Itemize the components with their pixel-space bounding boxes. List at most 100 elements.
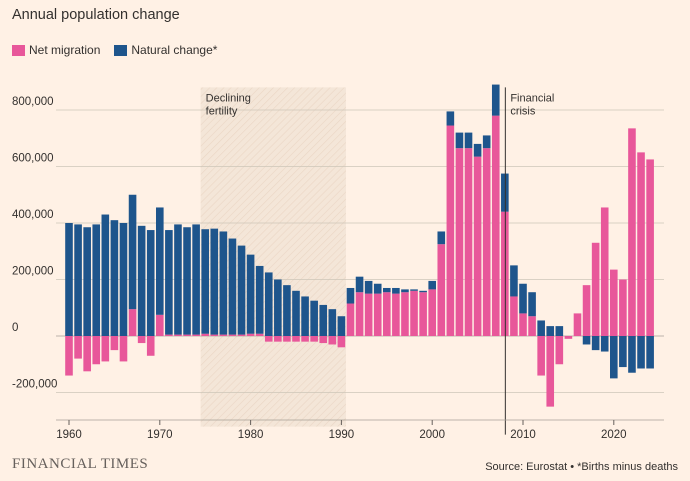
annotation-declining-fertility: Declining bbox=[206, 92, 251, 104]
bar-natural-change bbox=[628, 336, 636, 373]
bar-natural-change bbox=[210, 228, 219, 335]
bar-net-migration bbox=[519, 313, 527, 336]
bar-net-migration bbox=[619, 279, 627, 336]
legend-label-natural-change: Natural change* bbox=[131, 43, 218, 57]
bar-natural-change bbox=[473, 143, 482, 157]
bar-net-migration bbox=[537, 336, 545, 376]
bar-net-migration bbox=[591, 242, 600, 336]
bar-net-migration bbox=[119, 336, 128, 362]
bar-net-migration bbox=[174, 334, 182, 336]
bar-natural-change bbox=[301, 296, 309, 336]
bar-net-migration bbox=[573, 313, 582, 336]
bar-net-migration bbox=[510, 296, 518, 336]
bar-natural-change bbox=[637, 336, 645, 369]
bar-natural-change bbox=[83, 227, 91, 336]
bar-net-migration bbox=[264, 336, 273, 342]
bar-net-migration bbox=[373, 293, 382, 336]
legend: Net migration Natural change* bbox=[12, 43, 231, 57]
bar-natural-change bbox=[582, 336, 591, 345]
bar-net-migration bbox=[446, 125, 455, 336]
bar-net-migration bbox=[74, 336, 82, 359]
bar-natural-change bbox=[146, 230, 155, 336]
bar-net-migration bbox=[437, 244, 446, 336]
x-tick-label: 1980 bbox=[238, 429, 264, 441]
bar-natural-change bbox=[528, 292, 536, 317]
y-tick-label: 800,000 bbox=[12, 96, 54, 108]
bar-net-migration bbox=[582, 285, 591, 336]
bar-net-migration bbox=[546, 336, 555, 407]
bar-natural-change bbox=[591, 336, 600, 351]
y-tick-label: 400,000 bbox=[12, 209, 54, 221]
y-tick-label: 200,000 bbox=[12, 266, 54, 278]
bar-natural-change bbox=[237, 245, 246, 335]
bar-natural-change bbox=[455, 132, 464, 149]
x-tick-label: 2020 bbox=[601, 429, 627, 441]
bar-natural-change bbox=[274, 279, 282, 336]
bar-net-migration bbox=[610, 269, 618, 336]
bar-net-migration bbox=[528, 316, 536, 336]
bar-net-migration bbox=[201, 333, 209, 336]
bar-natural-change bbox=[246, 254, 255, 334]
bar-natural-change bbox=[482, 135, 491, 149]
bar-net-migration bbox=[228, 334, 237, 336]
bar-net-migration bbox=[473, 156, 482, 336]
bar-natural-change bbox=[174, 224, 182, 335]
bar-natural-change bbox=[337, 316, 346, 336]
bar-natural-change bbox=[610, 336, 618, 379]
bar-natural-change bbox=[219, 231, 228, 335]
bar-net-migration bbox=[410, 290, 418, 336]
x-tick-label: 2010 bbox=[510, 429, 536, 441]
bar-natural-change bbox=[510, 265, 518, 297]
bar-net-migration bbox=[301, 336, 309, 342]
bar-natural-change bbox=[255, 265, 264, 334]
bar-natural-change bbox=[437, 231, 446, 245]
bar-natural-change bbox=[546, 326, 555, 336]
bar-natural-change bbox=[292, 290, 300, 336]
x-tick-label: 1960 bbox=[56, 429, 82, 441]
bar-net-migration bbox=[237, 334, 246, 336]
bar-net-migration bbox=[255, 333, 264, 336]
annotation-financial-crisis: crisis bbox=[510, 105, 536, 117]
bar-natural-change bbox=[128, 194, 137, 310]
legend-label-net-migration: Net migration bbox=[29, 43, 101, 57]
bar-net-migration bbox=[83, 336, 91, 372]
bar-net-migration bbox=[246, 333, 255, 336]
bar-natural-change bbox=[283, 285, 291, 336]
bar-net-migration bbox=[319, 336, 328, 344]
bar-natural-change bbox=[519, 283, 527, 314]
bar-net-migration bbox=[355, 292, 364, 336]
bar-net-migration bbox=[292, 336, 300, 342]
legend-item-natural-change: Natural change* bbox=[114, 43, 217, 57]
bar-natural-change bbox=[401, 289, 409, 293]
bar-net-migration bbox=[419, 292, 427, 336]
bar-net-migration bbox=[137, 336, 146, 344]
bar-natural-change bbox=[192, 224, 200, 335]
bar-natural-change bbox=[101, 214, 110, 336]
x-tick-label: 1970 bbox=[147, 429, 173, 441]
legend-swatch-net-migration bbox=[12, 44, 25, 56]
bar-natural-change bbox=[410, 289, 418, 291]
y-tick-label: 0 bbox=[12, 322, 18, 334]
bar-natural-change bbox=[137, 225, 146, 336]
bar-net-migration bbox=[274, 336, 282, 342]
bar-net-migration bbox=[564, 336, 573, 339]
bar-net-migration bbox=[464, 148, 473, 336]
bar-natural-change bbox=[183, 227, 191, 335]
bar-net-migration bbox=[219, 334, 228, 336]
bar-natural-change bbox=[228, 238, 237, 335]
bar-net-migration bbox=[337, 336, 346, 348]
legend-item-net-migration: Net migration bbox=[12, 43, 100, 57]
bar-natural-change bbox=[428, 280, 436, 290]
bar-net-migration bbox=[646, 159, 654, 336]
bar-natural-change bbox=[373, 283, 382, 294]
bar-net-migration bbox=[92, 336, 101, 365]
bar-net-migration bbox=[428, 289, 436, 336]
bar-natural-change bbox=[355, 276, 364, 293]
annotation-declining-fertility: fertility bbox=[206, 105, 238, 117]
bar-natural-change bbox=[392, 287, 400, 294]
y-tick-label: -200,000 bbox=[12, 379, 57, 391]
bar-natural-change bbox=[74, 224, 82, 336]
bar-natural-change bbox=[646, 336, 654, 369]
bar-natural-change bbox=[537, 320, 545, 336]
bar-net-migration bbox=[128, 309, 137, 336]
